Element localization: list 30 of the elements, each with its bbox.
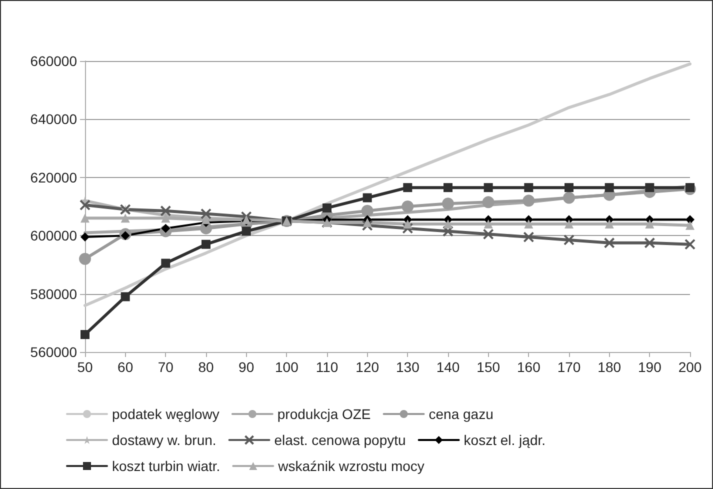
y-tick-label: 580000 — [30, 286, 78, 302]
y-tick-label: 660000 — [30, 53, 78, 69]
legend-label: dostawy w. brun. — [112, 432, 216, 448]
y-tick-label: 620000 — [30, 169, 78, 186]
x-tick-label: 70 — [158, 359, 174, 375]
legend-label: elast. cenowa popytu — [274, 432, 406, 448]
legend-label: podatek węglowy — [112, 406, 220, 422]
x-tick-label: 130 — [396, 359, 420, 375]
x-tick-label: 50 — [77, 359, 93, 375]
x-tick-label: 180 — [598, 359, 622, 375]
x-tick-label: 80 — [198, 359, 214, 375]
x-tick-label: 200 — [678, 359, 702, 375]
x-tick-label: 190 — [638, 359, 662, 375]
x-tick-label: 100 — [274, 359, 299, 375]
x-tick-label: 140 — [436, 359, 460, 375]
legend-label: wskaźnik wzrostu mocy — [277, 458, 424, 474]
x-tick-label: 170 — [557, 359, 581, 375]
y-tick-label: 560000 — [30, 344, 78, 360]
x-tick-label: 90 — [238, 359, 254, 375]
legend-label: cena gazu — [428, 406, 494, 422]
y-tick-label: 600000 — [30, 228, 78, 244]
legend-label: produkcja OZE — [277, 406, 371, 422]
y-tick-label: 640000 — [30, 111, 78, 128]
x-tick-label: 110 — [316, 359, 338, 375]
legend-label: koszt el. jądr. — [464, 432, 546, 448]
x-tick-label: 60 — [118, 359, 134, 375]
x-tick-label: 160 — [516, 359, 541, 375]
legend-label: koszt turbin wiatr. — [112, 458, 220, 474]
x-tick-label: 150 — [476, 359, 500, 375]
x-tick-label: 120 — [356, 359, 380, 375]
